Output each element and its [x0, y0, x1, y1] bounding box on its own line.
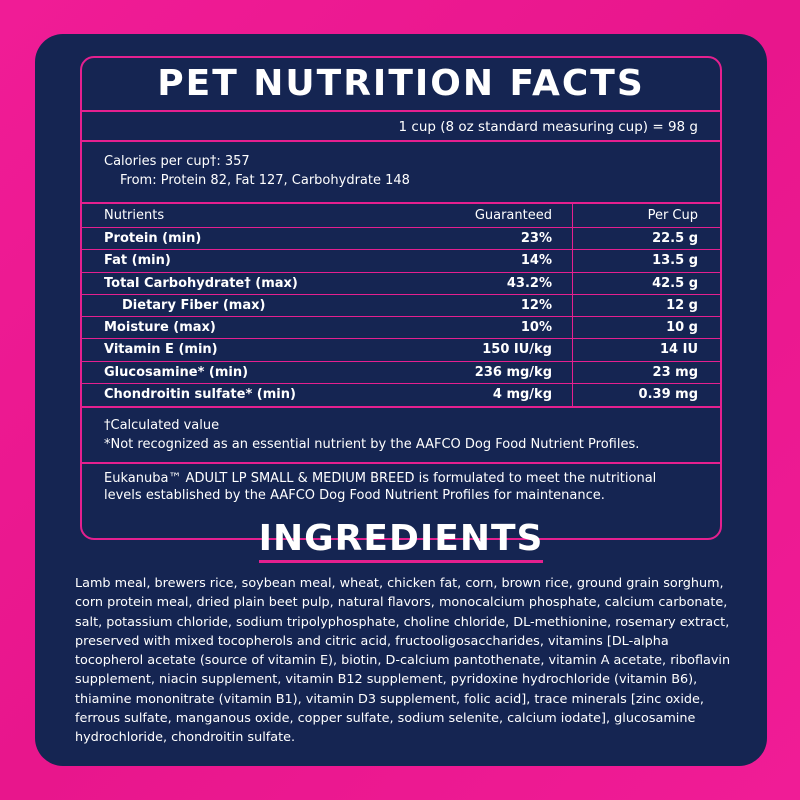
footnotes: †Calculated value *Not recognized as an … [82, 408, 720, 465]
table-row: Glucosamine* (min) 236 mg/kg 23 mg [82, 362, 720, 385]
nutrient-name: Moisture (max) [104, 320, 216, 336]
footnote-calculated: †Calculated value [104, 418, 220, 434]
table-row: Moisture (max) 10% 10 g [82, 317, 720, 340]
calories-per-cup: Calories per cup†: 357 [104, 154, 250, 169]
nutrient-guaranteed: 4 mg/kg [492, 387, 552, 403]
column-divider [572, 204, 573, 407]
table-header: Nutrients Guaranteed Per Cup [82, 204, 720, 228]
header-guaranteed: Guaranteed [474, 208, 552, 223]
table-row: Total Carbohydrate† (max) 43.2% 42.5 g [82, 273, 720, 295]
ingredients-heading: INGREDIENTS [35, 518, 767, 563]
nutrient-per-cup: 23 mg [652, 364, 698, 380]
nutrient-name: Chondroitin sulfate* (min) [104, 387, 296, 403]
nutrient-guaranteed: 10% [520, 320, 552, 336]
table-row: Vitamin E (min) 150 IU/kg 14 IU [82, 339, 720, 362]
nutrient-name: Glucosamine* (min) [104, 364, 249, 380]
nutrient-per-cup: 14 IU [659, 342, 698, 358]
nutrient-guaranteed: 12% [520, 297, 552, 313]
nutrient-guaranteed: 150 IU/kg [482, 342, 552, 358]
calories-breakdown: From: Protein 82, Fat 127, Carbohydrate … [120, 173, 410, 188]
table-row: Dietary Fiber (max) 12% 12 g [82, 295, 720, 318]
header-per-cup: Per Cup [647, 208, 698, 223]
nutrient-guaranteed: 43.2% [506, 275, 552, 291]
header-nutrients: Nutrients [104, 208, 165, 223]
nutrient-name: Fat (min) [104, 253, 171, 269]
calories-section: Calories per cup†: 357 From: Protein 82,… [82, 142, 720, 202]
table-row: Chondroitin sulfate* (min) 4 mg/kg 0.39 … [82, 384, 720, 406]
table-row: Protein (min) 23% 22.5 g [82, 228, 720, 251]
nutrition-facts-panel: PET NUTRITION FACTS 1 cup (8 oz standard… [80, 56, 722, 540]
nutrient-guaranteed: 236 mg/kg [474, 364, 552, 380]
nutrient-per-cup: 10 g [666, 320, 698, 336]
footnote-not-recognized: *Not recognized as an essential nutrient… [104, 437, 640, 453]
serving-size: 1 cup (8 oz standard measuring cup) = 98… [82, 110, 720, 142]
aafco-statement: Eukanuba™ ADULT LP SMALL & MEDIUM BREED … [104, 471, 657, 504]
nutrient-name: Protein (min) [104, 231, 202, 246]
nutrient-per-cup: 42.5 g [652, 275, 698, 291]
nutrient-per-cup: 22.5 g [652, 231, 698, 246]
ingredients-list: Lamb meal, brewers rice, soybean meal, w… [75, 576, 731, 746]
nutrient-per-cup: 12 g [666, 297, 698, 313]
nutrient-guaranteed: 14% [520, 253, 552, 269]
nutrients-table: Nutrients Guaranteed Per Cup Protein (mi… [82, 202, 720, 409]
nutrient-per-cup: 13.5 g [652, 253, 698, 269]
nutrient-guaranteed: 23% [520, 231, 552, 246]
table-row: Fat (min) 14% 13.5 g [82, 250, 720, 273]
nutrient-name: Dietary Fiber (max) [122, 297, 266, 313]
nutrient-name: Vitamin E (min) [104, 342, 218, 358]
ingredients-title: INGREDIENTS [258, 520, 544, 563]
panel-title: PET NUTRITION FACTS [157, 63, 645, 104]
nutrient-name: Total Carbohydrate† (max) [104, 275, 298, 291]
nutrient-per-cup: 0.39 mg [638, 387, 698, 403]
nutrition-card: PET NUTRITION FACTS 1 cup (8 oz standard… [35, 34, 767, 766]
